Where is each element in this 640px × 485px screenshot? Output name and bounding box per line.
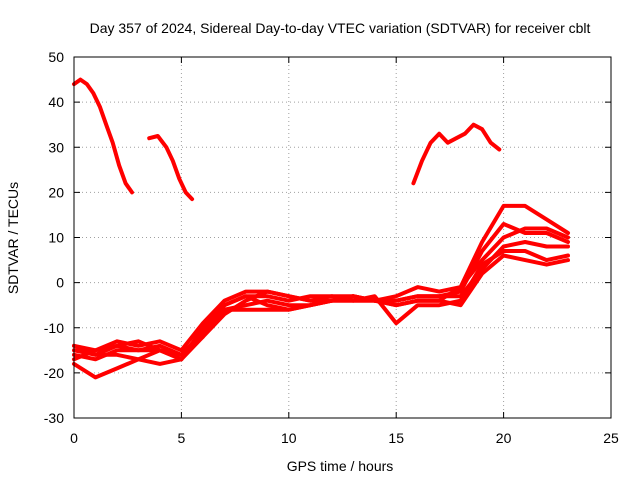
y-axis-label: SDTVAR / TECUs: [5, 182, 21, 294]
x-tick-label: 0: [70, 430, 78, 446]
series-line-arc-4: [72, 222, 570, 362]
y-tick-label: 0: [56, 275, 64, 291]
grid-layer: [74, 57, 611, 418]
series-layer: [72, 77, 570, 380]
y-tick-label: 50: [48, 49, 64, 65]
tick-layer: 0 5 10 15 20 25 -30 -20 -10 0 10 20 30 40 50: [44, 49, 619, 446]
y-tick-label: 30: [48, 139, 64, 155]
y-tick-label: 40: [48, 94, 64, 110]
series-line-arc-9: [72, 253, 570, 366]
x-tick-label: 20: [496, 430, 512, 446]
series-line-arc-1: [72, 77, 134, 195]
y-tick-label: 20: [48, 184, 64, 200]
x-axis-label: GPS time / hours: [287, 458, 394, 474]
y-tick-label: 10: [48, 230, 64, 246]
x-tick-label: 10: [281, 430, 297, 446]
y-tick-label: -20: [44, 365, 64, 381]
x-tick-label: 5: [178, 430, 186, 446]
x-tick-label: 25: [603, 430, 619, 446]
series-line-arc-2: [147, 134, 195, 202]
x-tick-label: 15: [388, 430, 404, 446]
series-line-arc-3: [411, 122, 502, 186]
series-line-arc-5: [72, 226, 570, 362]
series-line-arc-8: [72, 203, 570, 362]
chart-title: Day 357 of 2024, Sidereal Day-to-day VTE…: [90, 20, 591, 36]
y-tick-label: -30: [44, 410, 64, 426]
y-tick-label: -10: [44, 320, 64, 336]
